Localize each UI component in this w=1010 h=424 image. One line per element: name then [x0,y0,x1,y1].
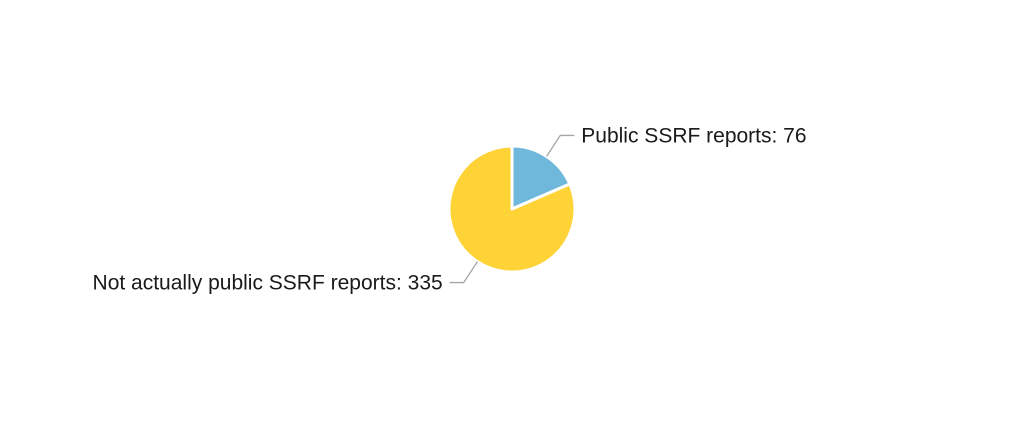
slice-label-not-actually-public-ssrf-reports: Not actually public SSRF reports: 335 [93,272,443,295]
slice-label-public-ssrf-reports: Public SSRF reports: 76 [581,124,806,147]
labels-layer: Public SSRF reports: 76 Not actually publ… [93,124,807,294]
pie-slice-public-ssrf-reports[interactable] [510,144,572,211]
slices-layer [447,144,577,274]
leader-line-public-ssrf-reports [546,134,575,157]
pie-slice-not-actually-public-ssrf-reports[interactable] [447,144,577,274]
leader-lines-layer [449,134,575,284]
leader-line-not-actually-public-ssrf-reports [449,261,478,284]
